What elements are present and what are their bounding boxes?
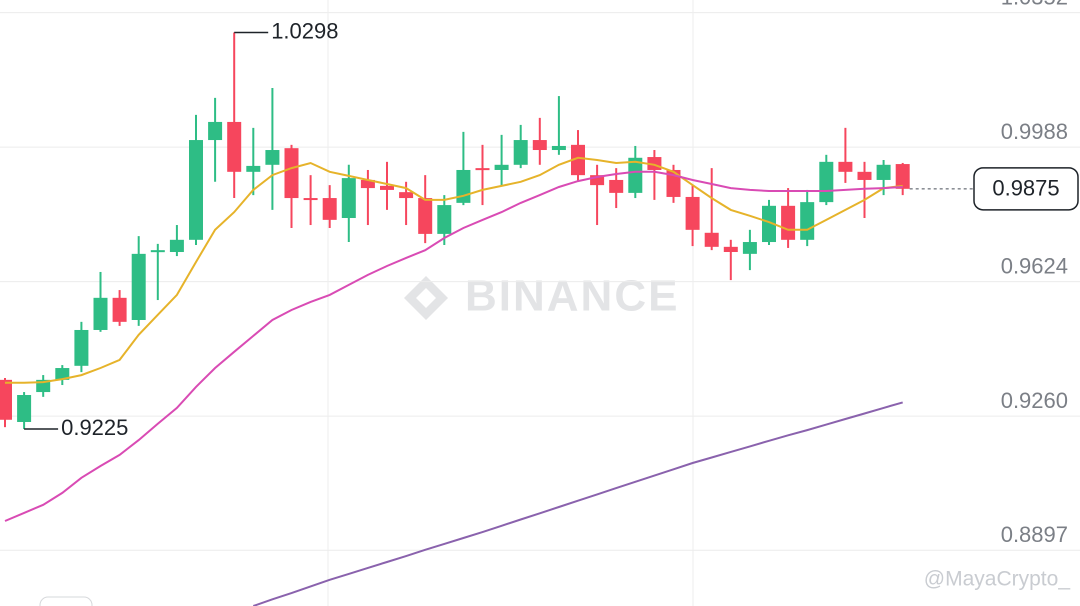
bottom-button [39,596,93,606]
candle-body [723,246,738,253]
last-price-label: 0.9875 [992,176,1059,201]
candle-body [246,165,261,172]
y-tick-label: 1.0352 [1001,0,1068,9]
candle-body [857,171,872,180]
y-tick-label: 0.9260 [1001,388,1068,413]
candle-body [762,205,776,243]
candle-body [169,239,184,253]
candle-body [704,232,719,247]
candle-body [513,140,528,165]
candle-body [93,297,108,330]
candle-body [800,202,815,240]
candle-body [189,140,203,240]
candle-body [532,140,547,151]
candle-body [456,169,471,203]
candle-body [322,198,337,220]
candle-body [742,242,757,254]
min-label: 0.9225 [61,415,128,440]
candle-body [895,164,910,189]
candle-body [227,121,242,172]
candle-body [418,198,433,234]
y-tick-label: 0.8897 [1001,522,1068,547]
max-label: 1.0298 [271,18,338,43]
candle-body [876,164,891,180]
credit: @MayaCrypto_ [924,568,1071,591]
last-price-box [973,167,1079,211]
candle-body [628,157,643,193]
watermark-logo [404,276,448,320]
moving-average-line [5,156,903,384]
candle-body [360,179,375,189]
candle-body [380,185,394,190]
candle-body [590,175,605,186]
candle-body [150,250,165,253]
candle-body [838,161,853,172]
candle-body [685,196,700,230]
candle-body [494,164,509,170]
x-grid [327,0,694,606]
candle-body [609,179,624,193]
candle-body [0,379,12,420]
candle-body [399,192,414,199]
candle-body [265,150,280,165]
candle-body [781,205,796,240]
candle-body [74,329,89,366]
candle-body [437,205,452,234]
candle-body [208,121,223,141]
moving-average-line [252,401,903,606]
candle-body [284,148,299,199]
candle-body [571,144,585,176]
candle-body [17,395,32,422]
watermark: BINANCE [465,272,679,321]
moving-average-line [4,170,903,522]
candle-body [551,145,566,151]
candle-body [475,168,490,171]
watermark-icon [404,276,448,320]
candle-body [819,161,834,203]
candle-body [341,178,356,219]
candle-body [131,253,146,320]
y-tick-label: 0.9624 [1001,253,1068,278]
candle-body [112,297,127,322]
candle-body [55,368,70,380]
candle-body [303,198,318,201]
y-tick-label: 0.9988 [1001,119,1068,144]
